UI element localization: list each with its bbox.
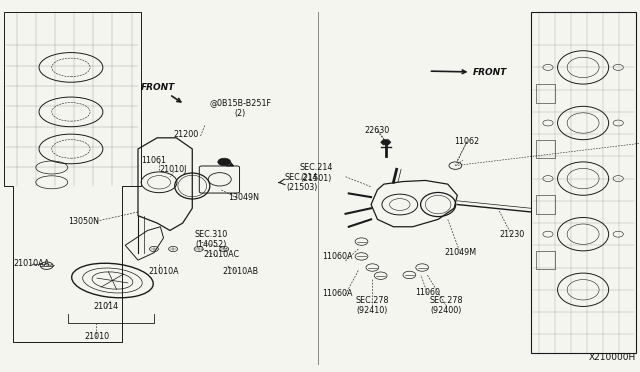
Ellipse shape bbox=[557, 106, 609, 140]
Bar bbox=[536, 84, 555, 103]
Text: SEC.214
(21501): SEC.214 (21501) bbox=[300, 163, 333, 183]
Text: 13049N: 13049N bbox=[228, 193, 259, 202]
Text: FRONT: FRONT bbox=[431, 68, 508, 77]
Text: 11062: 11062 bbox=[454, 137, 479, 146]
Text: X210000H: X210000H bbox=[589, 353, 636, 362]
Text: 11061: 11061 bbox=[141, 155, 166, 164]
Text: 21010AC: 21010AC bbox=[203, 250, 239, 259]
Text: SEC.278
(92410): SEC.278 (92410) bbox=[356, 296, 389, 315]
Text: 13050N: 13050N bbox=[68, 217, 99, 226]
Text: 21010A: 21010A bbox=[148, 267, 179, 276]
Text: 11060A: 11060A bbox=[323, 289, 353, 298]
Text: @0B15B-B251F
(2): @0B15B-B251F (2) bbox=[209, 99, 271, 118]
Text: SEC.278
(92400): SEC.278 (92400) bbox=[429, 296, 463, 315]
Ellipse shape bbox=[557, 162, 609, 195]
Bar bbox=[536, 140, 555, 158]
Text: 22630: 22630 bbox=[365, 126, 390, 135]
Text: 21010: 21010 bbox=[84, 331, 109, 341]
Text: FRONT: FRONT bbox=[141, 83, 180, 102]
Bar bbox=[536, 195, 555, 214]
Text: 21230: 21230 bbox=[499, 230, 524, 239]
Circle shape bbox=[218, 158, 230, 166]
Bar bbox=[536, 251, 555, 269]
Text: 21049M: 21049M bbox=[444, 248, 477, 257]
Ellipse shape bbox=[557, 218, 609, 251]
Text: SEC.214
(21503): SEC.214 (21503) bbox=[285, 173, 318, 192]
Ellipse shape bbox=[557, 273, 609, 307]
Text: 21010AB: 21010AB bbox=[222, 267, 258, 276]
Text: SEC.310
(14052): SEC.310 (14052) bbox=[195, 230, 228, 250]
Text: 21010J: 21010J bbox=[159, 165, 187, 174]
Text: 21200: 21200 bbox=[173, 129, 198, 139]
Text: 11060A: 11060A bbox=[323, 252, 353, 261]
Text: 11060: 11060 bbox=[415, 288, 440, 297]
Polygon shape bbox=[381, 140, 391, 145]
Ellipse shape bbox=[557, 51, 609, 84]
Text: 21014: 21014 bbox=[93, 302, 118, 311]
Text: 21010AA: 21010AA bbox=[13, 259, 49, 268]
